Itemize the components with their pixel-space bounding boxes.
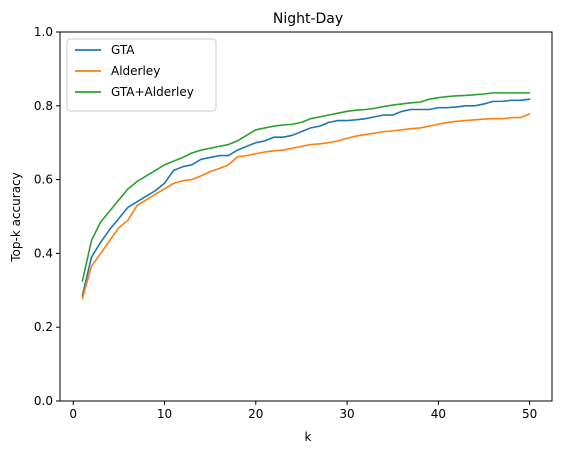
y-tick-label: 0.6 [34,173,53,187]
x-tick-label: 30 [339,407,354,421]
legend-label-0: GTA [111,43,135,57]
y-tick-label: 1.0 [34,25,53,39]
axes-frame [59,31,553,402]
x-tick-label: 40 [431,407,446,421]
series-line-2 [81,92,531,282]
legend-label-2: GTA+Alderley [111,85,194,99]
x-axis-label: k [305,430,312,444]
x-tick-label: 0 [69,407,77,421]
y-tick-label: 0.0 [34,394,53,408]
plot-area [81,92,531,300]
chart-title: Night-Day [273,11,343,27]
y-tick-label: 0.2 [34,320,53,334]
legend-label-1: Alderley [111,64,160,78]
legend-box [66,38,217,112]
axis-ticks: 0 10 20 30 40 50 0.0 0.2 0.4 0.6 0.8 1.0 [34,25,537,421]
legend: GTA Alderley GTA+Alderley [66,38,217,112]
y-axis-label: Top-k accuracy [9,172,23,262]
y-tick-label: 0.4 [34,246,53,260]
series-line-1 [81,113,531,300]
x-tick-label: 50 [522,407,537,421]
series-line-0 [81,98,531,297]
y-tick-label: 0.8 [34,99,53,113]
x-tick-label: 20 [248,407,263,421]
x-tick-label: 10 [157,407,172,421]
